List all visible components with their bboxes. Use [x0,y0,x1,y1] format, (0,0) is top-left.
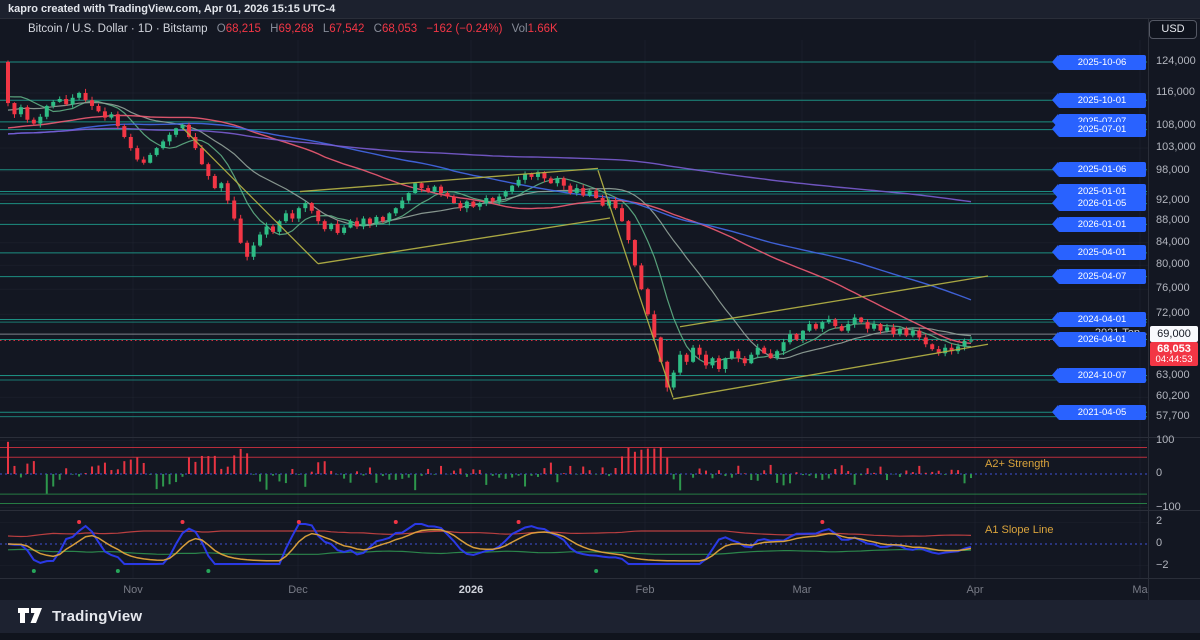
price-axis-label: 124,000 [1156,55,1196,67]
level-date-badge[interactable]: 2025-01-06 [1052,162,1146,178]
level-date-badge[interactable]: 2024-04-01 [1052,312,1146,327]
volume-value: 1.66K [527,23,558,35]
price-axis-label: 80,000 [1156,258,1190,271]
tradingview-brand-text[interactable]: TradingView [52,608,143,625]
indicator-axis-label: −2 [1156,558,1169,571]
time-axis-label[interactable]: Mar [792,584,812,596]
tradingview-logo-icon[interactable] [18,608,44,625]
level-date-badge[interactable]: 2025-10-01 [1052,92,1146,108]
price-axis-label: 57,700 [1156,410,1190,423]
level-date-badge[interactable]: 2026-01-05 [1052,196,1146,212]
chart-legend[interactable]: Bitcoin / U.S. Dollar · 1D · Bitstamp O6… [28,23,558,35]
high-value: 69,268 [278,23,314,35]
level-date-badge[interactable]: 2025-10-06 [1052,54,1146,70]
price-axis-label: 63,000 [1156,369,1190,382]
low-label: L [322,23,330,35]
indicator-axis-label: 2 [1156,515,1163,528]
currency-toggle-button[interactable]: USD [1149,20,1197,39]
level-date-badge[interactable]: 2026-04-01 [1052,331,1146,347]
indicator-axis-label: 100 [1156,433,1175,446]
price-axis-label: 88,000 [1156,214,1190,227]
footer-bar: TradingView [0,600,1200,633]
close-value: 68,053 [381,23,418,35]
price-axis-label: 103,000 [1156,141,1196,154]
price-axis-label: 76,000 [1156,282,1190,295]
level-date-badge[interactable]: 2021-04-05 [1052,404,1146,420]
time-axis-label[interactable]: Feb [635,584,655,596]
time-axis-label[interactable]: Nov [123,584,143,596]
time-axis-label[interactable]: Ma [1132,584,1148,596]
volume-label: Vol [511,23,528,35]
price-axis-label: 92,000 [1156,193,1190,206]
change-value: −162 (−0.24%) [426,23,503,35]
close-label: C [373,23,382,35]
indicator-axis-label: 0 [1156,537,1163,549]
price-axis-label: 84,000 [1156,235,1190,248]
price-axis-label: 72,000 [1156,307,1190,320]
current-price-label: 68,053 04:44:53 [1150,341,1198,366]
pane-title-slope[interactable]: A1 Slope Line [985,524,1054,536]
top-2021-price-label: 69,000 [1150,326,1198,343]
low-value: 67,542 [329,23,365,35]
level-date-badge[interactable]: 2026-01-01 [1052,216,1146,232]
price-axis-label: 98,000 [1156,164,1190,177]
indicator-axis-label: 0 [1156,467,1163,479]
symbol-title[interactable]: Bitcoin / U.S. Dollar · 1D · Bitstamp [28,23,208,35]
price-axis-label: 108,000 [1156,119,1196,132]
price-axis-label: 60,200 [1156,390,1190,403]
bottom-strip [0,633,1200,640]
time-axis-label[interactable]: Dec [288,584,308,596]
level-date-badge[interactable]: 2025-07-01 [1052,122,1146,138]
level-date-badge[interactable]: 2024-10-07 [1052,368,1146,384]
level-date-badge[interactable]: 2025-01-01 [1052,184,1146,200]
time-axis-label[interactable]: 2026 [458,584,484,596]
watermark-bar: kapro created with TradingView.com, Apr … [0,0,1200,19]
open-label: O [216,23,226,35]
high-label: H [270,23,279,35]
open-value: 68,215 [225,23,261,35]
pane-title-strength[interactable]: A2+ Strength [985,458,1050,470]
level-date-badge[interactable]: 2025-04-07 [1052,269,1146,285]
price-axis-label: 116,000 [1156,85,1195,98]
indicator-axis-label: −100 [1156,500,1181,513]
level-date-badge[interactable]: 2025-04-01 [1052,245,1146,261]
watermark-text: kapro created with TradingView.com, Apr … [8,3,336,15]
time-axis-label[interactable]: Apr [966,584,984,596]
